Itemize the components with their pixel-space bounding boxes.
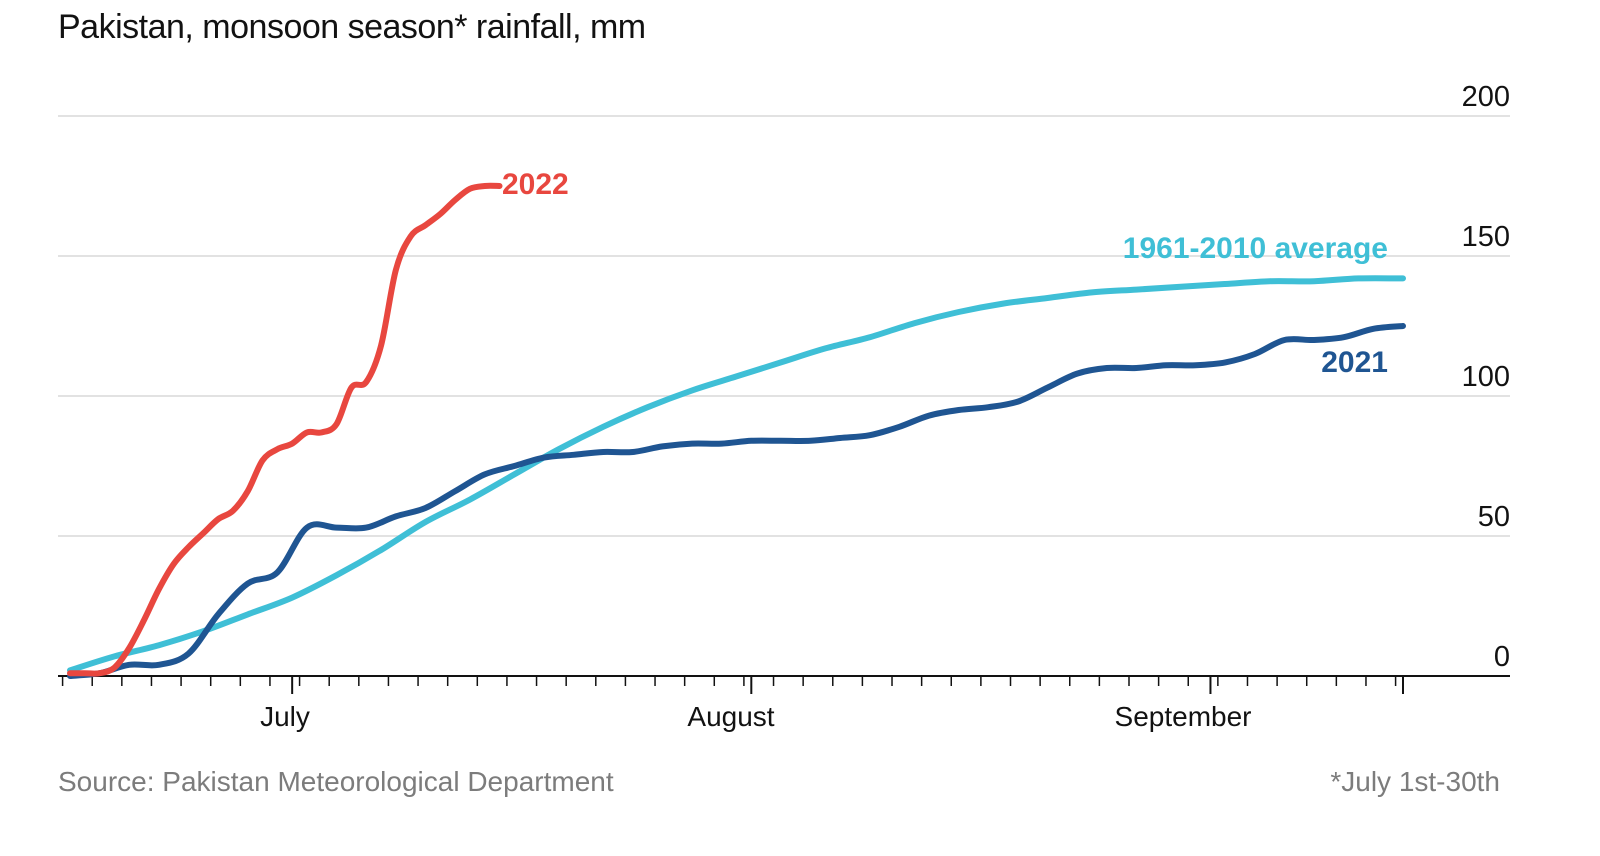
series-line-2021 [67, 323, 1406, 679]
series-label: 1961-2010 average [1123, 232, 1388, 265]
series-line-1961-2010-average [67, 275, 1406, 674]
y-tick-label: 150 [1462, 221, 1510, 253]
series-label: 2021 [1321, 346, 1388, 379]
gridlines [58, 115, 1510, 537]
chart-title: Pakistan, monsoon season* rainfall, mm [58, 8, 646, 46]
y-tick-label: 0 [1494, 641, 1510, 673]
y-tick-label: 100 [1462, 361, 1510, 393]
x-tick-label: August [687, 701, 774, 732]
y-tick-label: 50 [1478, 501, 1510, 533]
series-line-2022 [67, 182, 503, 677]
series-labels: 2022 1961-2010 average 2021 [502, 168, 1388, 379]
series-lines [67, 182, 1406, 679]
footnote: *July 1st-30th [1330, 766, 1500, 797]
x-tick-label: September [1115, 701, 1252, 732]
x-tick-label: July [260, 701, 310, 732]
source-note: Source: Pakistan Meteorological Departme… [58, 766, 614, 797]
y-axis-ticks: 0 50 100 150 200 [1462, 81, 1510, 673]
x-axis: July August September [58, 675, 1510, 732]
y-tick-label: 200 [1462, 81, 1510, 113]
series-label: 2022 [502, 168, 569, 201]
